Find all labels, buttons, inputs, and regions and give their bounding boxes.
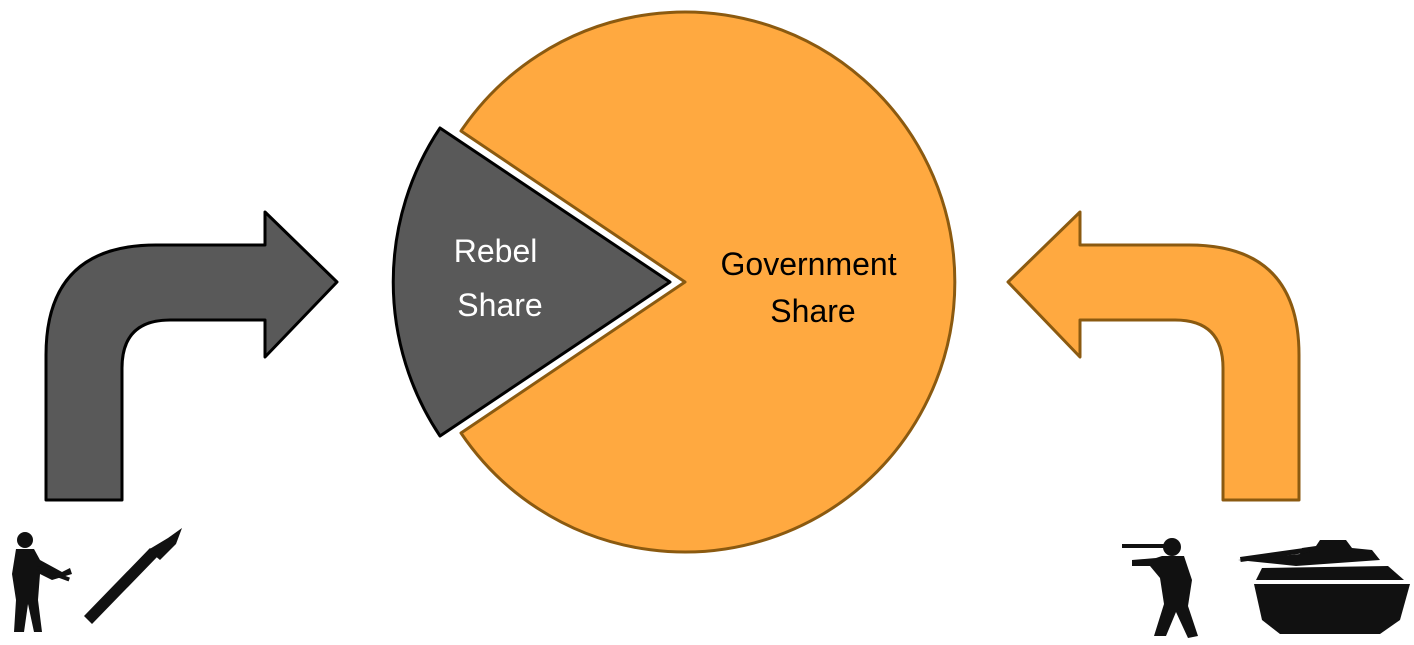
- rebel-share-slice: [391, 126, 672, 438]
- government-arrow: [1006, 210, 1301, 502]
- tank-icon: [1238, 540, 1410, 634]
- rpg-launcher-icon: [84, 528, 182, 624]
- rebel-arrow: [44, 210, 339, 502]
- government-share-slice: [459, 10, 957, 554]
- rebel-share-label: Rebel Share: [454, 233, 547, 323]
- government-share-label: Government Share: [721, 246, 906, 329]
- rebel-soldier-icon: [12, 532, 72, 632]
- government-soldier-icon: [1122, 538, 1198, 638]
